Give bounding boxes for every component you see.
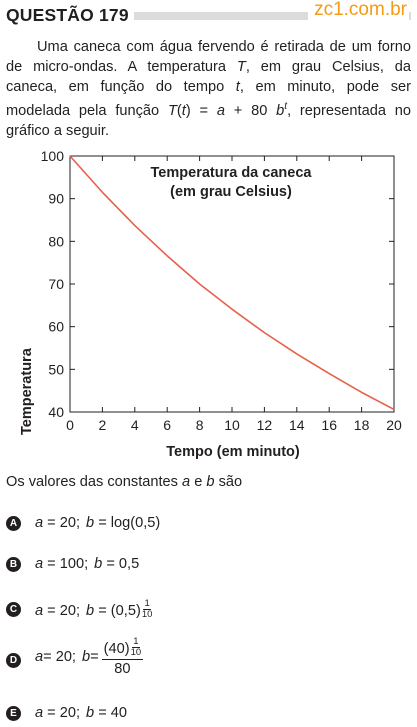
option-c-exponent: 1 10 — [142, 599, 153, 620]
option-d-b-eq: = — [90, 649, 99, 665]
site-watermark: zc1.com.br — [308, 0, 409, 21]
prompt-text-3: são — [214, 474, 243, 490]
x-tick-label: 2 — [99, 417, 107, 433]
question-prompt: Os valores das constantes a e b são — [6, 474, 242, 490]
prompt-b: b — [206, 474, 215, 490]
var-T: T — [236, 59, 246, 75]
option-d-a-value: = 20; — [43, 649, 76, 665]
y-tick-label: 90 — [48, 191, 64, 207]
x-tick-label: 0 — [66, 417, 74, 433]
option-d-text: a = 20; b = (40) 1 10 80 — [35, 637, 144, 677]
option-c-exp-num: 1 — [143, 598, 151, 610]
option-c-var-a: a — [35, 603, 44, 619]
x-tick-label: 6 — [163, 417, 171, 433]
header-bar — [134, 12, 411, 20]
question-header: QUESTÃO 179 zc1.com.br — [0, 0, 417, 34]
func-T: T — [167, 102, 177, 119]
option-a[interactable]: A a = 20; b = log(0,5) — [6, 515, 160, 531]
prompt-text-2: e — [190, 474, 207, 490]
option-d-numerator: (40) 1 10 — [101, 637, 144, 660]
chart-title-line1: Temperatura da caneca — [151, 165, 313, 181]
x-tick-label: 16 — [321, 417, 337, 433]
option-b-text: a = 100; b = 0,5 — [35, 556, 139, 572]
option-d-letter-badge: D — [6, 652, 21, 668]
y-tick-label: 100 — [41, 150, 65, 164]
option-c-exp-den: 10 — [141, 609, 153, 620]
option-c-letter-badge: C — [6, 602, 21, 617]
y-tick-label: 50 — [48, 361, 64, 377]
option-d-var-b: b — [82, 649, 91, 665]
option-b-a-value: = 100; — [43, 556, 89, 572]
option-e-b-value: = 40 — [94, 705, 128, 721]
option-c[interactable]: C a = 20; b = (0,5) 1 10 — [6, 599, 152, 620]
option-d-fraction: (40) 1 10 80 — [101, 637, 144, 677]
option-b[interactable]: B a = 100; b = 0,5 — [6, 556, 139, 572]
option-d-exp-den: 10 — [130, 647, 142, 658]
option-b-var-b: b — [94, 556, 103, 572]
func-rest: ) = — [185, 102, 217, 119]
option-a-b-value: = log(0,5) — [94, 515, 161, 531]
stem-text-3: , em minuto, pode ser modelada pela funç… — [6, 79, 411, 119]
x-tick-label: 4 — [131, 417, 139, 433]
chart-title-line2: (em grau Celsius) — [170, 184, 292, 200]
option-e-a-value: = 20; — [43, 705, 81, 721]
option-e-var-a: a — [35, 705, 44, 721]
stem-text-1: Uma caneca com água fervendo é retirada … — [6, 39, 411, 75]
x-tick-label: 18 — [354, 417, 370, 433]
func-exponent: t — [284, 101, 288, 112]
y-axis-label: Temperatura — [19, 347, 35, 435]
option-d[interactable]: D a = 20; b = (40) 1 10 80 — [6, 637, 144, 677]
option-d-exponent: 1 10 — [131, 637, 142, 658]
x-tick-label: 8 — [196, 417, 204, 433]
option-e[interactable]: E a = 20; b = 40 — [6, 705, 127, 721]
temperature-chart: Temperatura Temperatura da caneca (em gr… — [19, 150, 402, 460]
option-d-denominator: 80 — [114, 661, 131, 677]
prompt-a: a — [182, 474, 191, 490]
option-d-var-a: a — [35, 649, 44, 665]
option-a-var-a: a — [35, 515, 44, 531]
x-axis-label: Tempo (em minuto) — [166, 444, 300, 460]
y-tick-label: 80 — [48, 233, 64, 249]
func-a: a — [216, 102, 225, 119]
prompt-text-1: Os valores das constantes — [6, 474, 183, 490]
option-b-letter-badge: B — [6, 556, 21, 572]
option-d-num-base: (40) — [103, 641, 130, 657]
option-b-var-a: a — [35, 556, 44, 572]
y-tick-label: 60 — [48, 319, 64, 335]
option-d-exp-num: 1 — [132, 636, 140, 648]
x-tick-label: 20 — [386, 417, 402, 433]
option-e-var-b: b — [86, 705, 95, 721]
question-number: QUESTÃO 179 — [6, 5, 129, 25]
func-b: b — [276, 102, 285, 119]
stem-text-2: , em grau Celsius, da caneca, em função … — [6, 59, 411, 95]
option-e-text: a = 20; b = 40 — [35, 705, 127, 721]
option-c-a-value: = 20; — [43, 603, 81, 619]
option-a-letter-badge: A — [6, 515, 21, 531]
option-c-var-b: b — [86, 603, 95, 619]
option-a-text: a = 20; b = log(0,5) — [35, 515, 160, 531]
temperature-curve — [69, 155, 395, 411]
var-t: t — [235, 79, 240, 95]
y-tick-label: 70 — [48, 276, 64, 292]
func-t: t — [181, 102, 186, 119]
option-e-letter-badge: E — [6, 705, 21, 721]
option-b-b-value: = 0,5 — [102, 556, 140, 572]
option-a-a-value: = 20; — [43, 515, 81, 531]
x-tick-label: 10 — [224, 417, 240, 433]
option-a-var-b: b — [86, 515, 95, 531]
x-tick-label: 14 — [289, 417, 305, 433]
x-tick-label: 12 — [257, 417, 273, 433]
option-c-b-base: = (0,5) — [94, 603, 141, 619]
y-tick-label: 40 — [48, 404, 64, 420]
stem-text-4: , representada no gráfico a seguir. — [6, 102, 411, 139]
question-stem: Uma caneca com água fervendo é retirada … — [6, 37, 411, 141]
func-plus: + 80 — [224, 102, 277, 119]
func-open: ( — [176, 102, 182, 119]
option-c-text: a = 20; b = (0,5) 1 10 — [35, 599, 152, 620]
